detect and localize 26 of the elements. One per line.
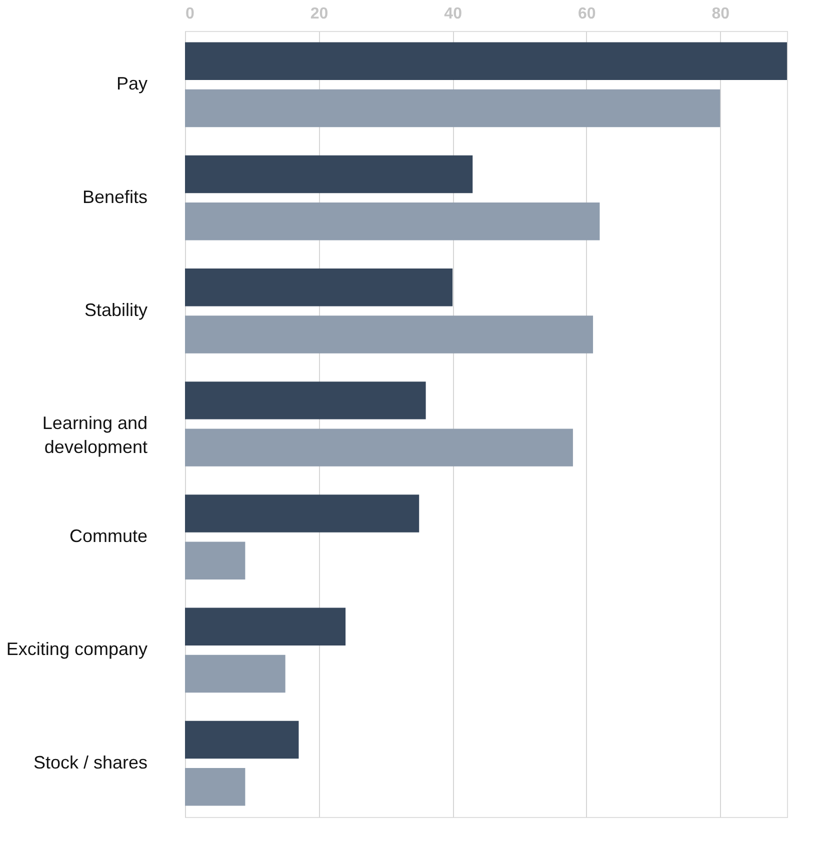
y-tick-label: Pay bbox=[116, 74, 148, 94]
bar bbox=[185, 654, 286, 693]
bar bbox=[185, 202, 600, 240]
y-tick-label: Commute bbox=[69, 526, 148, 546]
bar bbox=[185, 382, 426, 420]
bar bbox=[185, 268, 453, 306]
bar bbox=[185, 608, 346, 646]
y-tick-label: Stock / shares bbox=[33, 752, 148, 772]
x-tick-label: 0 bbox=[186, 6, 194, 22]
bar bbox=[185, 155, 473, 194]
y-tick-label: Learning and development bbox=[42, 413, 148, 457]
y-tick-label: Exciting company bbox=[6, 639, 148, 660]
y-tick-label: Benefits bbox=[82, 186, 148, 207]
bar bbox=[185, 542, 246, 580]
bar bbox=[185, 42, 787, 80]
bar bbox=[185, 494, 420, 532]
x-tick-label: 80 bbox=[712, 6, 730, 22]
bar bbox=[185, 316, 594, 354]
bar bbox=[185, 720, 299, 759]
x-tick-label: 40 bbox=[444, 6, 462, 22]
x-tick-label: 60 bbox=[578, 6, 596, 22]
bar bbox=[185, 768, 246, 806]
y-tick-label: Stability bbox=[84, 300, 148, 320]
x-tick-label: 20 bbox=[310, 6, 328, 22]
bar bbox=[185, 89, 720, 128]
bar bbox=[185, 428, 573, 466]
